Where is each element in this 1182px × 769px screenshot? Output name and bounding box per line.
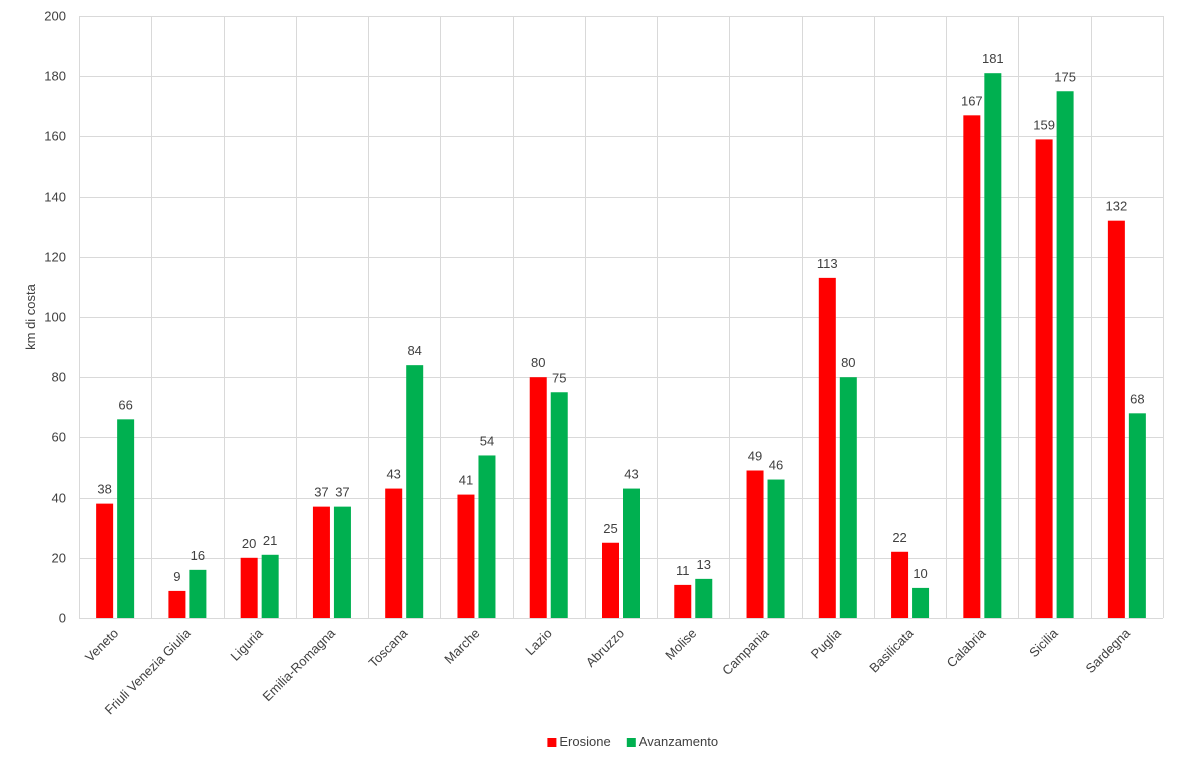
data-label: 167 [961,93,983,108]
legend-swatch-avanzamento [626,738,636,747]
x-tick-label: Marche [441,626,482,667]
bar-avanzamento-toscana [406,365,424,618]
data-label: 10 [913,566,927,581]
bar-avanzamento-calabria [984,73,1002,618]
bar-erosione-abruzzo [602,542,619,618]
data-label: 80 [841,355,855,370]
grid-layer [79,16,1164,619]
x-tick-label: Lazio [522,626,555,659]
y-tick-label: 140 [44,190,66,205]
bars-layer [96,73,1146,618]
data-label: 9 [173,569,180,584]
bar-erosione-liguria [240,557,258,618]
bar-avanzamento-abruzzo [623,488,640,618]
bar-avanzamento-liguria [261,554,279,618]
data-label: 16 [191,548,205,563]
bar-avanzamento-puglia [839,377,857,618]
bar-erosione-toscana [385,488,403,618]
x-tick-label: Calabria [944,625,989,670]
data-label: 68 [1130,391,1144,406]
bar-erosione-molise [674,584,692,618]
y-tick-label: 160 [44,129,66,144]
data-label: 46 [769,458,783,473]
bar-avanzamento-molise [695,578,713,618]
y-tick-label: 180 [44,69,66,84]
data-label: 13 [697,557,711,572]
bar-avanzamento-veneto [117,419,135,618]
x-tick-label: Liguria [228,625,267,664]
data-label: 22 [892,530,906,545]
legend-label-avanzamento: Avanzamento [639,734,718,749]
data-labels-layer: 38 66 9 16 20 21 37 37 43 84 41 54 80 75 25 43 11 13 49 46 1… [97,51,1144,584]
data-label: 20 [242,536,256,551]
bar-avanzamento-marche [478,455,496,618]
bar-erosione-calabria [963,115,981,618]
bar-erosione-sardegna [1107,220,1125,618]
y-tick-label: 20 [52,551,66,566]
data-label: 84 [407,343,421,358]
bar-avanzamento-basilicata [912,587,930,618]
bar-erosione-marche [457,494,475,618]
legend-label-erosione: Erosione [559,734,610,749]
data-label: 66 [118,397,132,412]
bar-avanzamento-sicilia [1056,91,1074,618]
data-label: 113 [817,256,838,271]
bar-avanzamento-emilia-romagna [333,506,351,618]
x-tick-label: Puglia [808,625,845,662]
data-label: 159 [1033,117,1055,132]
data-label: 43 [386,467,400,482]
bar-erosione-veneto [96,503,114,618]
x-tick-label: Abruzzo [583,626,627,670]
y-tick-label: 100 [44,310,66,325]
data-label: 49 [748,449,762,464]
y-tick-label: 200 [44,9,66,24]
x-tick-label: Veneto [82,626,121,665]
legend: Erosione Avanzamento [547,734,718,749]
bar-erosione-sicilia [1035,139,1053,618]
data-label: 38 [97,482,111,497]
x-tick-label: Basilicata [866,625,916,675]
data-label: 43 [624,467,638,482]
x-tick-label: Emilia-Romagna [259,625,338,704]
y-axis-title: km di costa [23,283,38,350]
bar-erosione-emilia-romagna [312,506,330,618]
bar-avanzamento-friuli-venezia-giulia [189,569,207,618]
data-label: 54 [480,433,494,448]
bar-erosione-lazio [529,377,547,618]
data-label: 132 [1106,199,1128,214]
bar-avanzamento-sardegna [1128,413,1146,618]
y-tick-label: 120 [44,250,66,265]
data-label: 11 [676,563,690,578]
bar-erosione-puglia [818,277,836,618]
bar-avanzamento-lazio [550,392,568,618]
x-tick-label: Molise [662,626,699,663]
bar-erosione-friuli-venezia-giulia [168,590,186,618]
data-label: 25 [603,521,617,536]
legend-swatch-erosione [547,738,557,747]
bar-erosione-campania [746,470,764,618]
data-label: 21 [263,533,277,548]
data-label: 41 [459,473,473,488]
y-tick-label: 60 [52,430,66,445]
x-tick-label: Campania [719,625,772,678]
x-tick-label: Sardegna [1083,625,1134,676]
y-tick-label: 40 [52,491,66,506]
data-label: 37 [335,485,349,500]
y-axis: 0 20 40 60 80 100 120 140 160 180 200 [44,9,66,626]
bar-avanzamento-campania [767,479,785,618]
y-tick-label: 80 [52,370,66,385]
data-label: 75 [552,370,566,385]
y-tick-label: 0 [59,611,66,626]
x-tick-label: Toscana [365,625,410,670]
x-tick-label: Sicilia [1026,625,1061,660]
data-label: 175 [1054,69,1076,84]
bar-erosione-basilicata [891,551,909,618]
data-label: 37 [314,485,328,500]
data-label: 80 [531,355,545,370]
data-label: 181 [982,51,1004,66]
